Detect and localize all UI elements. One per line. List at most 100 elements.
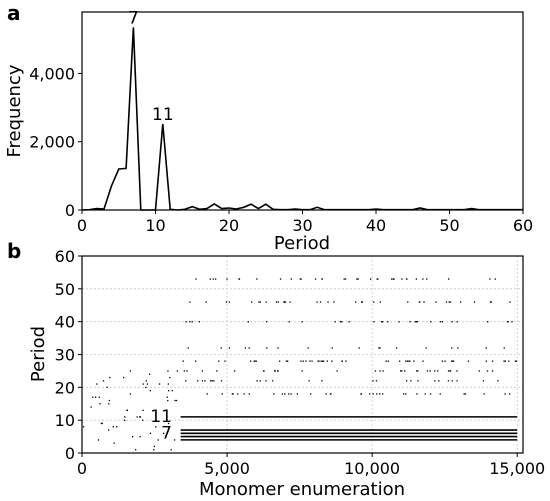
panel-b-scatter-point [406, 380, 408, 382]
panel-b-scatter-point [250, 360, 252, 362]
panel-b-scatter-point [464, 393, 467, 395]
panel-b-scatter-point [321, 380, 323, 382]
panel-b-scatter-point [305, 360, 307, 362]
panel-a-x-tick-label: 10 [145, 216, 165, 235]
panel-b-scatter-point [108, 429, 110, 431]
panel-b-scatter-point [100, 422, 103, 425]
panel-b-scatter-point [206, 393, 208, 395]
panel-b-scatter-point [247, 321, 249, 323]
panel-b-scatter-point [201, 370, 203, 372]
panel-b-scatter-point [265, 380, 267, 382]
panel-b-scatter-point [331, 347, 333, 349]
panel-b-scatter-point [153, 449, 155, 451]
panel-b-scatter-point [109, 376, 111, 379]
panel-b-scatter-point [176, 370, 178, 372]
panel-b-scatter-point [263, 370, 265, 372]
panel-b-scatter-point [451, 360, 453, 362]
panel-b-scatter-point [259, 301, 261, 303]
panel-b-scatter-point [175, 399, 178, 402]
panel-b-scatter-point [376, 393, 378, 395]
panel-b-scatter-point [490, 301, 492, 303]
panel-b-scatter-point [116, 426, 118, 428]
panel-b-scatter-point [168, 390, 170, 392]
panel-b-scatter-point [284, 301, 287, 303]
panel-a-peak-annotation: 11 [152, 105, 174, 125]
panel-b-scatter-point [341, 321, 343, 323]
panel-b-scatter-point [228, 301, 230, 303]
panel-b-scatter-point [274, 370, 276, 372]
panel-b-y-tick-label: 50 [55, 280, 75, 299]
panel-b-scatter-point [139, 436, 141, 438]
panel-b-scatter-point [489, 301, 492, 303]
panel-b-scatter-point [503, 360, 505, 362]
panel-b-scatter-point [414, 321, 416, 323]
panel-b-scatter-point [82, 426, 85, 428]
panel-b-scatter-point [288, 393, 290, 395]
panel-b-scatter-point [467, 360, 470, 362]
panel-b-scatter-point [340, 321, 342, 323]
panel-b-scatter-point [317, 360, 319, 362]
panel-b-scatter-point [231, 393, 233, 395]
panel-b-scatter-point [113, 442, 115, 444]
panel-b-scatter-point [357, 278, 359, 280]
panel-b-x-tick-label: 15,000 [489, 459, 545, 478]
panel-b-scatter-point [191, 321, 193, 323]
panel-b-scatter-point [167, 422, 170, 425]
panel-b-scatter-point [300, 278, 302, 280]
panel-a-frame [81, 11, 524, 211]
panel-b-scatter-point [96, 383, 98, 385]
panel-b-scatter-point [129, 393, 132, 395]
panel-a-x-tick-label: 0 [77, 216, 87, 235]
panel-b-scatter-point [186, 370, 188, 372]
panel-b-scatter-point [441, 360, 443, 362]
panel-b-scatter-point [123, 376, 125, 379]
panel-b-scatter-point [424, 393, 426, 395]
panel-a-x-tick-label: 60 [513, 216, 533, 235]
panel-b-scatter-point [170, 449, 172, 451]
panel-b-scatter-point [409, 321, 411, 323]
panel-b-scatter-point [355, 301, 357, 303]
panel-b-scatter-point [379, 347, 381, 349]
panel-b-scatter-point [407, 301, 409, 303]
panel-b-scatter-point [283, 301, 286, 303]
panel-b-scatter-point [511, 321, 513, 323]
panel-a-peak-annotation: 7 [128, 8, 139, 28]
panel-b-scatter-point [333, 301, 335, 303]
panel-b-scatter-point [316, 301, 318, 303]
panel-b-scatter-point [345, 360, 347, 362]
panel-b-scatter-point [478, 370, 480, 372]
panel-b-scatter-point [419, 301, 421, 303]
panel-b-y-axis-label: Period [28, 326, 49, 382]
panel-b-scatter-point [417, 380, 419, 382]
panel-b-scatter-point [382, 321, 384, 323]
panel-a: a 0 10 20 30 40 50 60 0 2,000 4,000 7 11 Period Fr… [4, 1, 533, 254]
panel-b-scatter-point [112, 426, 114, 428]
panel-b-scatter-point [287, 360, 289, 362]
panel-b-scatter-point [238, 278, 240, 280]
panel-b-scatter-point [406, 360, 409, 362]
panel-b-label: b [7, 239, 21, 263]
panel-b-scatter-point [321, 360, 324, 362]
panel-b-scatter-point [146, 383, 149, 385]
panel-b-scatter-point [378, 347, 380, 349]
panel-b-x-tick-label: 10,000 [344, 459, 400, 478]
panel-b-scatter-point [348, 321, 350, 323]
panel-b-scatter-point [448, 278, 450, 280]
panel-b-scatter-point [290, 278, 292, 280]
panel-b-scatter-point [369, 393, 371, 395]
panel-b-scatter-point [195, 360, 197, 362]
panel-b-scatter-point [391, 278, 393, 280]
panel-b-scatter-point [448, 301, 450, 303]
panel-b-scatter-point [318, 360, 320, 362]
panel-b-scatter-point [224, 360, 226, 362]
panel-b-scatter-point [439, 393, 441, 395]
panel-b-scatter-point [95, 396, 97, 398]
panel-b-scatter-point [434, 370, 436, 372]
panel-b-scatter-point [182, 360, 184, 362]
panel-a-x-axis-label: Period [274, 233, 330, 254]
panel-b-scatter-point [149, 432, 152, 434]
panel-b-scatter-point [255, 360, 257, 362]
panel-b-scatter-point [409, 360, 411, 362]
panel-b-scatter-point [266, 347, 268, 349]
panel-b-scatter-point [189, 301, 191, 303]
